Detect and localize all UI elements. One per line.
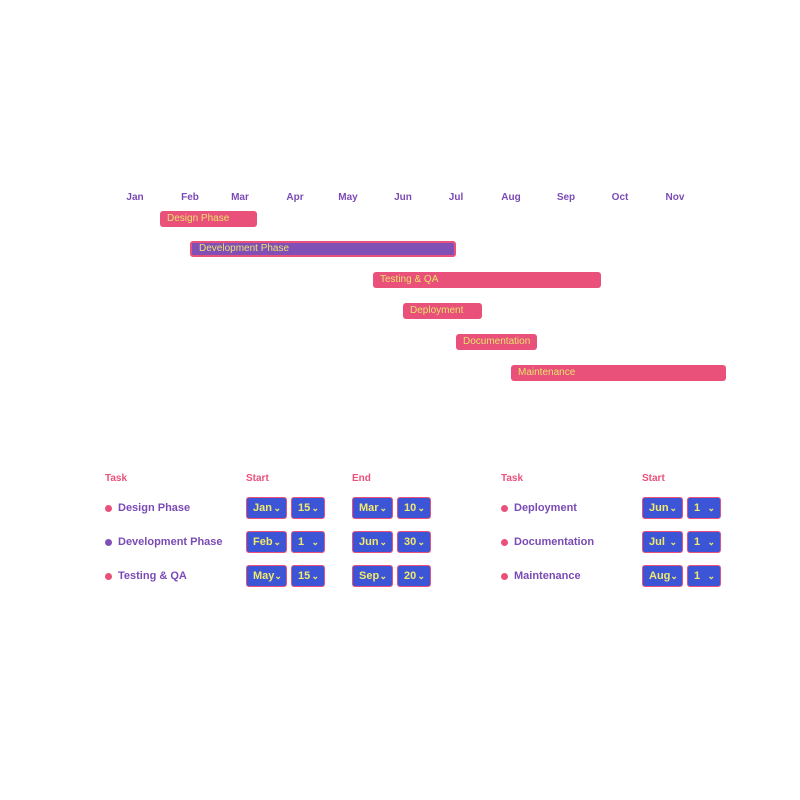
task-name: Development Phase (118, 536, 223, 548)
chevron-down-icon: ⌄ (273, 502, 281, 513)
start-day-select[interactable]: 1 ⌄ (687, 531, 721, 553)
chevron-down-icon: ⌄ (311, 570, 319, 581)
chevron-down-icon: ⌄ (379, 502, 387, 513)
gantt-bar-documentation[interactable]: Documentation (456, 334, 537, 350)
month-label: Jan (126, 192, 144, 203)
status-dot-icon (105, 538, 112, 546)
month-label: Sep (556, 192, 576, 203)
chevron-down-icon: ⌄ (273, 536, 281, 547)
status-dot-icon (501, 572, 508, 580)
header-start: Start (642, 473, 665, 484)
start-day-select[interactable]: 15 ⌄ (291, 497, 325, 519)
chevron-down-icon: ⌄ (379, 536, 387, 547)
status-dot-icon (105, 572, 112, 580)
month-label: Feb (181, 192, 199, 203)
month-label: Mar (231, 192, 249, 203)
start-month-select[interactable]: Jan ⌄ (246, 497, 287, 519)
end-day-select[interactable]: 30 ⌄ (397, 531, 431, 553)
start-month-select[interactable]: Jun ⌄ (642, 497, 683, 519)
task-row: Testing & QA (105, 565, 187, 587)
header-task: Task (105, 473, 128, 484)
status-dot-icon (105, 504, 112, 512)
month-label: Jun (394, 192, 412, 203)
start-month-select[interactable]: May ⌄ (246, 565, 287, 587)
gantt-bar-development-phase[interactable]: Development Phase (190, 241, 456, 257)
task-name: Documentation (514, 536, 595, 548)
chevron-down-icon: ⌄ (417, 570, 425, 581)
task-row: Documentation (501, 531, 594, 553)
task-row: Design Phase (105, 497, 190, 519)
header-start: Start (246, 473, 269, 484)
task-name: Maintenance (514, 570, 581, 582)
start-day-select[interactable]: 1 ⌄ (687, 497, 721, 519)
month-label: Jul (448, 192, 464, 203)
gantt-bar-deployment[interactable]: Deployment (403, 303, 482, 319)
chevron-down-icon: ⌄ (707, 502, 715, 513)
start-month-select[interactable]: Feb ⌄ (246, 531, 287, 553)
status-dot-icon (501, 504, 508, 512)
task-row: Maintenance (501, 565, 581, 587)
task-row: Deployment (501, 497, 577, 519)
chevron-down-icon: ⌄ (274, 570, 282, 581)
chevron-down-icon: ⌄ (311, 536, 319, 547)
chevron-down-icon: ⌄ (670, 570, 678, 581)
chevron-down-icon: ⌄ (669, 536, 677, 547)
chevron-down-icon: ⌄ (379, 570, 387, 581)
start-month-select[interactable]: Aug ⌄ (642, 565, 683, 587)
end-month-select[interactable]: Jun ⌄ (352, 531, 393, 553)
month-label: Apr (286, 192, 304, 203)
gantt-bar-maintenance[interactable]: Maintenance (511, 365, 726, 381)
chevron-down-icon: ⌄ (417, 536, 425, 547)
month-label: May (338, 192, 358, 203)
task-name: Design Phase (118, 502, 191, 514)
end-day-select[interactable]: 20 ⌄ (397, 565, 431, 587)
start-day-select[interactable]: 1 ⌄ (291, 531, 325, 553)
end-day-select[interactable]: 10 ⌄ (397, 497, 431, 519)
task-row: Development Phase (105, 531, 223, 553)
header-end: End (352, 473, 371, 484)
status-dot-icon (501, 538, 508, 546)
start-day-select[interactable]: 1 ⌄ (687, 565, 721, 587)
task-name: Deployment (514, 502, 577, 514)
start-month-select[interactable]: Jul ⌄ (642, 531, 683, 553)
start-day-select[interactable]: 15 ⌄ (291, 565, 325, 587)
gantt-bar-design-phase[interactable]: Design Phase (160, 211, 257, 227)
month-label: Oct (611, 192, 629, 203)
end-month-select[interactable]: Sep ⌄ (352, 565, 393, 587)
gantt-chart: Jan Feb Mar Apr May Jun Jul Aug Sep Oct … (126, 192, 726, 381)
chevron-down-icon: ⌄ (707, 536, 715, 547)
chevron-down-icon: ⌄ (417, 502, 425, 513)
task-name: Testing & QA (118, 570, 187, 582)
end-month-select[interactable]: Mar ⌄ (352, 497, 393, 519)
gantt-bar-testing-qa[interactable]: Testing & QA (373, 272, 601, 288)
header-task: Task (501, 473, 524, 484)
month-label: Aug (501, 192, 521, 203)
chevron-down-icon: ⌄ (311, 502, 319, 513)
chevron-down-icon: ⌄ (669, 502, 677, 513)
month-label: Nov (665, 192, 685, 203)
chevron-down-icon: ⌄ (707, 570, 715, 581)
